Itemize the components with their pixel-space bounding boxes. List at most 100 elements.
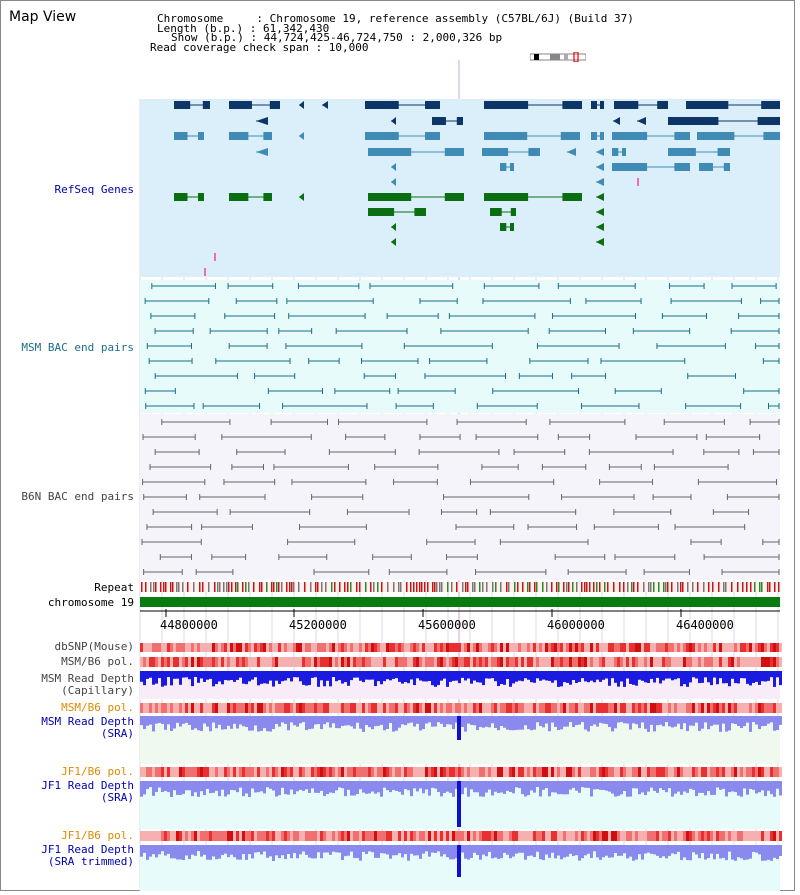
msm-b6-pol-sra-label[interactable]: MSM/B6 pol. (61, 701, 134, 714)
msm-depth-capillary-bar (251, 671, 254, 680)
repeat-mark (214, 582, 216, 592)
dbsnp-label[interactable]: dbSNP(Mouse) (54, 640, 134, 653)
b6n-bac-track[interactable] (141, 419, 780, 575)
msm-depth-capillary-bar (347, 671, 350, 686)
jf1-pol-trim-strip (407, 831, 410, 841)
msm-depth-sra-bar (578, 716, 581, 725)
jf1-depth-trimmed-bar (701, 845, 704, 853)
msm-pol-strip (149, 657, 152, 667)
jf1-b6-pol-label[interactable]: JF1/B6 pol. (61, 765, 134, 778)
jf1-pol-trim-strip (497, 831, 500, 841)
msm-depth-sra-bar (563, 716, 566, 727)
msm-pol-sra-strip (665, 703, 668, 713)
msm-bac-track[interactable] (144, 283, 780, 409)
repeat-mark (436, 582, 438, 592)
dbsnp-strip (224, 643, 227, 652)
jf1-pol-trim-strip (260, 831, 263, 841)
jf1-depth-sra-bar (695, 781, 698, 797)
msm-depth-sra-bar (551, 716, 554, 723)
msm-depth-capillary-bar (644, 671, 647, 683)
jf1-depth-trimmed-bar (431, 845, 434, 853)
msm-pol-sra-strip (623, 703, 626, 713)
refseq-label[interactable]: RefSeq Genes (54, 183, 134, 196)
msm-pol-strip (236, 657, 239, 667)
msm-pol-sra-strip (233, 703, 236, 713)
jf1-depth-sra-bar (584, 781, 587, 788)
dbsnp-strip (779, 643, 782, 652)
repeat-track[interactable] (140, 582, 780, 592)
msm-pol-strip (257, 657, 260, 667)
variation-depth-tracks[interactable] (140, 643, 782, 891)
jf1-pol-trim-strip (737, 831, 740, 841)
repeat-mark (627, 582, 629, 592)
msm-pol-sra-strip (548, 703, 551, 713)
jf1-depth-trimmed-bar (296, 845, 299, 859)
msm-depth-sra-bar (596, 716, 599, 727)
jf1-pol-trim-strip (275, 831, 278, 841)
dbsnp-strip (197, 643, 200, 652)
msm-pol-sra-strip (587, 703, 590, 713)
jf1-depth-trimmed-bar (539, 845, 542, 860)
msm-depth-sra-bar (431, 716, 434, 727)
msm-pol-strip (215, 657, 218, 667)
jf1-depth-sra-bar (155, 781, 158, 792)
msm-b6-pol-label[interactable]: MSM/B6 pol. (61, 655, 134, 668)
msm-depth-capillary-bar (185, 671, 188, 678)
msm-pol-strip (359, 657, 362, 667)
msm-depth-sra-bar (281, 716, 284, 723)
msm-depth-capillary-bar (431, 671, 434, 686)
jf1-depth-sra-bar (671, 781, 674, 797)
b6n-bac-label[interactable]: B6N BAC end pairs (21, 490, 134, 503)
msm-depth-sra-bar (680, 716, 683, 730)
msm-pol-sra-strip (674, 703, 677, 713)
jf1-pol-trim-strip (146, 831, 149, 841)
refseq-genes-track[interactable] (174, 101, 780, 276)
jf1-depth-trimmed-bar (350, 845, 353, 852)
repeat-mark (293, 582, 295, 592)
msm-depth-sra-bar (620, 716, 623, 723)
repeat-mark (653, 582, 655, 592)
jf1-depth-sra-bar (254, 781, 257, 793)
jf1-pol-strip (527, 767, 530, 777)
msm-pol-sra-strip (599, 703, 602, 713)
dbsnp-strip (632, 643, 635, 652)
msm-pol-strip (758, 657, 761, 667)
gene-exon (757, 117, 780, 125)
jf1-pol-strip (698, 767, 701, 777)
dbsnp-strip (344, 643, 347, 652)
msm-pol-sra-strip (770, 703, 773, 713)
msm-pol-sra-strip (734, 703, 737, 713)
jf1-pol-strip (722, 767, 725, 777)
msm-depth-sra-bar (488, 716, 491, 728)
repeat-label[interactable]: Repeat (94, 581, 134, 594)
jf1-pol-trim-strip (713, 831, 716, 841)
jf1-depth-trimmed-bar (161, 845, 164, 852)
jf1-pol-strip (728, 767, 731, 777)
jf1-b6-pol-trim-label[interactable]: JF1/B6 pol. (61, 829, 134, 842)
msm-pol-strip (584, 657, 587, 667)
jf1-depth-sra-bar (185, 781, 188, 791)
jf1-depth-sra-bar (770, 781, 773, 795)
repeat-mark (712, 582, 714, 592)
jf1-read-depth-sra-label[interactable]: JF1 Read Depth (SRA) (41, 779, 134, 804)
repeat-mark (155, 582, 157, 592)
msm-depth-sra-bar (713, 716, 716, 725)
dbsnp-strip (257, 643, 260, 652)
msm-pol-strip (509, 657, 512, 667)
jf1-depth-sra-bar (749, 781, 752, 789)
msm-bac-label[interactable]: MSM BAC end pairs (21, 341, 134, 354)
msm-pol-strip (275, 657, 278, 667)
msm-pol-sra-strip (146, 703, 149, 713)
jf1-depth-sra-bar (737, 781, 740, 796)
gene-exon (425, 132, 440, 140)
jf1-read-depth-trimmed-label[interactable]: JF1 Read Depth (SRA trimmed) (41, 843, 134, 868)
jf1-pol-strip (638, 767, 641, 777)
chromosome-ideogram[interactable] (530, 52, 586, 62)
msm-read-depth-capillary-label[interactable]: MSM Read Depth (Capillary) (41, 672, 134, 697)
dbsnp-strip (332, 643, 335, 652)
msm-depth-capillary-bar (761, 671, 764, 682)
msm-pol-sra-strip (473, 703, 476, 713)
msm-read-depth-sra-label[interactable]: MSM Read Depth (SRA) (41, 715, 134, 740)
msm-depth-sra-bar (656, 716, 659, 726)
